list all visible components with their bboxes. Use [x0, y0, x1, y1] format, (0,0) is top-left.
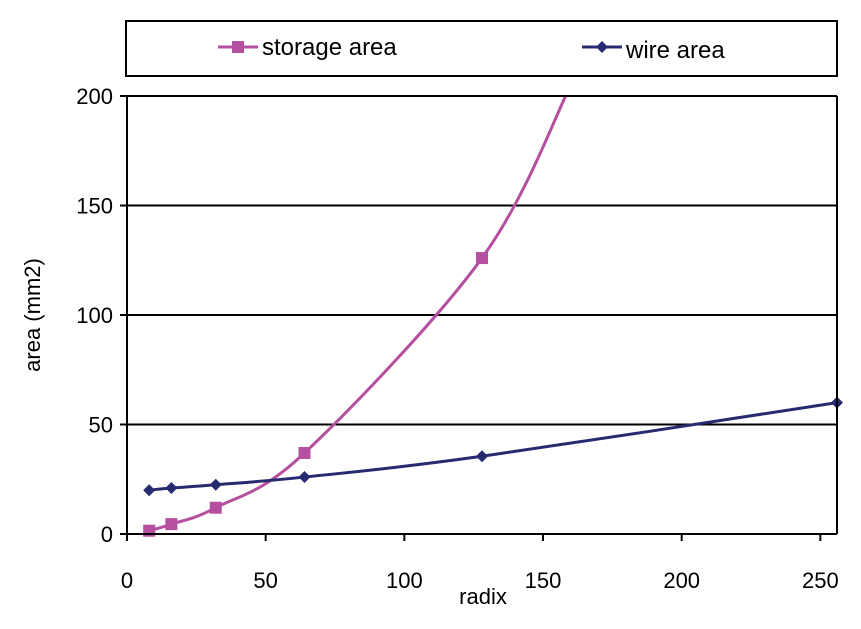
series-storage-area	[143, 96, 568, 537]
legend-marker-storage-area	[232, 41, 244, 53]
data-point-wire-area-8	[143, 484, 156, 497]
data-point-storage-area-64	[298, 446, 311, 459]
data-point-wire-area-64	[298, 471, 311, 484]
x-tick-label-250: 250	[802, 568, 839, 593]
data-point-storage-area-32	[209, 501, 222, 514]
series-wire-area	[143, 396, 843, 497]
y-tick-label-200: 200	[76, 84, 113, 109]
x-tick-label-100: 100	[386, 568, 423, 593]
legend-label-wire-area: wire area	[625, 37, 725, 64]
y-tick-label-50: 50	[89, 413, 113, 438]
series-line-wire-area	[149, 401, 838, 492]
y-axis-title: area (mm2)	[20, 258, 45, 372]
axes: 0 50 100 150 200 0 50 100 150 200 250	[76, 84, 838, 593]
data-point-wire-area-32	[209, 478, 222, 491]
data-point-storage-area-16	[165, 518, 178, 531]
data-point-storage-area-128	[476, 252, 488, 265]
y-tick-label-100: 100	[76, 303, 113, 328]
legend: storage area wire area	[125, 20, 838, 77]
legend-marker-wire-area	[596, 41, 608, 53]
legend-label-storage-area: storage area	[262, 34, 397, 61]
x-tick-label-150: 150	[525, 568, 562, 593]
data-point-wire-area-128	[476, 450, 488, 463]
data-point-wire-area-16	[165, 482, 178, 495]
x-tick-label-50: 50	[253, 568, 277, 593]
series-line-storage-area	[148, 96, 568, 533]
y-tick-label-150: 150	[76, 194, 113, 219]
x-tick-label-200: 200	[663, 568, 700, 593]
legend-item-wire-area: wire area	[582, 37, 725, 64]
legend-item-storage-area: storage area	[218, 34, 397, 61]
x-axis-title: radix	[459, 584, 507, 609]
series-layer	[143, 96, 843, 537]
x-tick-label-0: 0	[121, 568, 133, 593]
y-tick-label-0: 0	[101, 522, 113, 547]
